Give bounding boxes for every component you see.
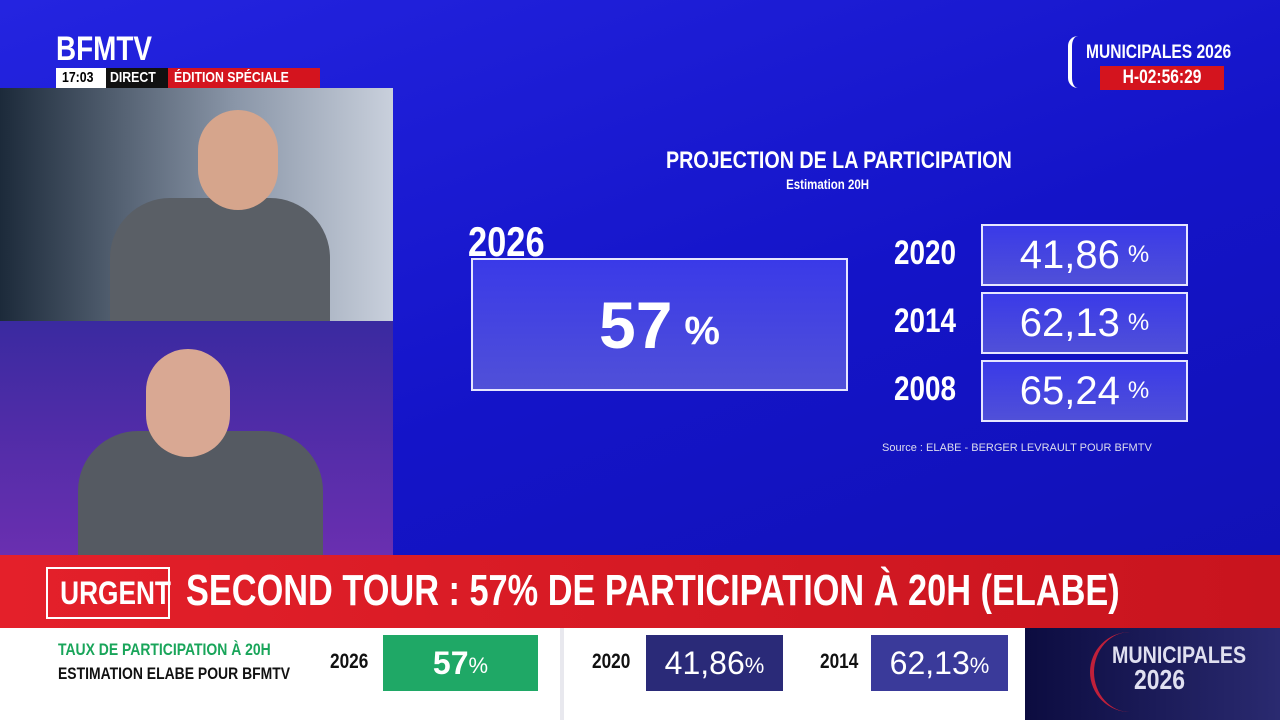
main-value: 57 (599, 287, 673, 362)
corner-line2: 2026 (1134, 664, 1196, 696)
banner-headline: SECOND TOUR : 57% DE PARTICIPATION À 20H… (186, 566, 1280, 616)
text: 2026 (468, 218, 545, 265)
main-box: 57 % (471, 258, 848, 391)
badge-arc (1068, 36, 1078, 88)
badge-title: MUNICIPALES 2026 (1086, 42, 1263, 64)
ticker-unit: % (744, 653, 765, 678)
history-year: 2020 (894, 234, 970, 273)
person (110, 198, 330, 323)
history-unit: % (1127, 377, 1150, 404)
corner (1025, 628, 1280, 720)
text: 2008 (894, 370, 957, 408)
history-box: 62,13% (981, 292, 1188, 354)
ticker-year: 2014 (820, 650, 867, 674)
text: 2014 (820, 650, 859, 673)
history-value: 62,13 (1019, 300, 1120, 345)
text: SECOND TOUR : 57% DE PARTICIPATION À 20H… (186, 566, 1120, 615)
video-top (0, 88, 393, 323)
source: Source : ELABE - BERGER LEVRAULT POUR BF… (882, 442, 1152, 454)
panel-subtitle: Estimation 20H (728, 176, 928, 192)
live-bar: 17:03 DIRECT ÉDITION SPÉCIALE (56, 68, 321, 88)
text: 2020 (894, 234, 957, 272)
video-bottom (0, 321, 393, 555)
text: MUNICIPALES 2026 (1086, 42, 1232, 63)
text: TAUX DE PARTICIPATION À 20H (58, 640, 271, 659)
ticker-box: 62,13% (871, 635, 1008, 691)
text: MUNICIPALES (1112, 642, 1247, 669)
text: ÉDITION SPÉCIALE (174, 69, 290, 86)
ticker-unit: % (468, 653, 489, 678)
main-unit: % (684, 309, 720, 353)
edition: ÉDITION SPÉCIALE (168, 68, 321, 88)
banner-tag: URGENT (46, 567, 171, 619)
ticker-value: 41,86 (664, 644, 745, 681)
text: Estimation 20H (786, 176, 870, 192)
panel-title: PROJECTION DE LA PARTICIPATION (628, 147, 1028, 175)
text: H-02:56:29 (1122, 67, 1202, 88)
text: 2026 (1134, 664, 1186, 695)
ticker-line2: ESTIMATION ELABE POUR BFMTV (58, 664, 341, 684)
logo: BFMTV (56, 30, 173, 69)
main-year: 2026 (468, 218, 561, 266)
ticker-line1: TAUX DE PARTICIPATION À 20H (58, 640, 317, 660)
history-year: 2014 (894, 302, 970, 341)
time: 17:03 (56, 68, 107, 88)
person-head (198, 110, 278, 210)
history-value: 65,24 (1019, 368, 1120, 413)
text: ESTIMATION ELABE POUR BFMTV (58, 664, 291, 683)
ticker-year: 2026 (330, 650, 377, 674)
ticker-box: 41,86% (646, 635, 783, 691)
text: 2020 (592, 650, 631, 673)
history-box: 65,24% (981, 360, 1188, 422)
text: 2026 (330, 650, 369, 673)
ticker-divider (560, 628, 564, 720)
ticker-unit: % (969, 653, 990, 678)
history-unit: % (1127, 241, 1150, 268)
text: DIRECT (110, 69, 157, 86)
text: 2014 (894, 302, 957, 340)
history-box: 41,86% (981, 224, 1188, 286)
text: BFMTV (56, 30, 153, 68)
live: DIRECT (106, 68, 169, 88)
history-value: 41,86 (1019, 232, 1120, 277)
text: URGENT (60, 575, 171, 611)
badge-countdown: H-02:56:29 (1100, 66, 1224, 90)
history-unit: % (1127, 309, 1150, 336)
banner (0, 555, 1280, 628)
ticker-box: 57% (383, 635, 538, 691)
history-year: 2008 (894, 370, 970, 409)
corner-line1: MUNICIPALES (1112, 642, 1276, 670)
ticker-value: 57 (432, 644, 469, 681)
corner-arc (1090, 632, 1134, 712)
ticker-value: 62,13 (889, 644, 970, 681)
person-head (146, 349, 230, 457)
text: 17:03 (62, 69, 94, 86)
ticker-year: 2020 (592, 650, 639, 674)
text: PROJECTION DE LA PARTICIPATION (665, 147, 1012, 174)
